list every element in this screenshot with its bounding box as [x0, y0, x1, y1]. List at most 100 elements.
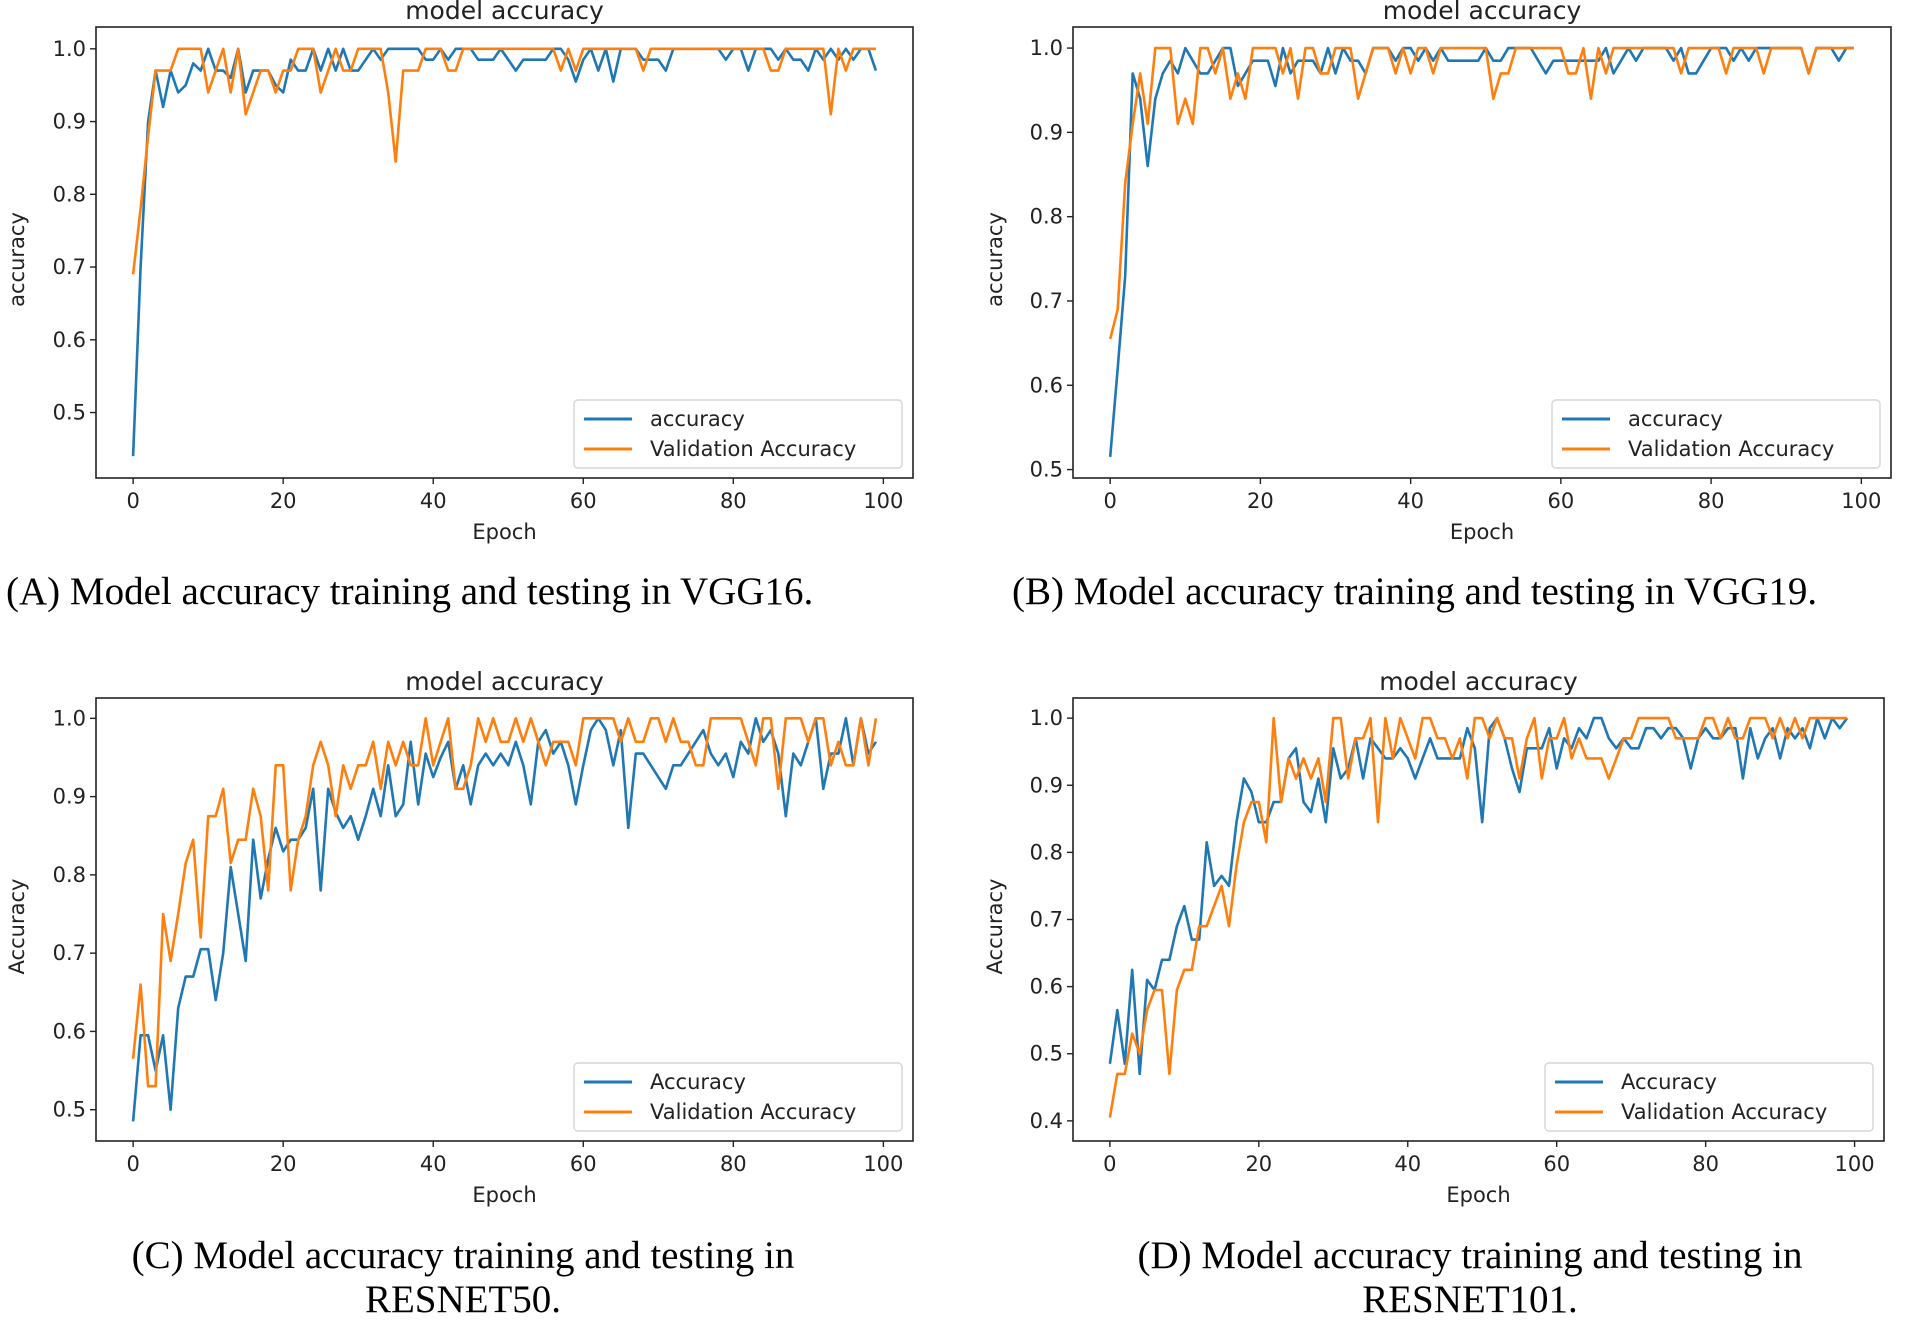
y-tick-label: 0.6 [53, 1019, 86, 1043]
series-line-train [131, 716, 877, 1122]
x-axis-label: Epoch [1446, 1183, 1510, 1207]
legend: Accuracy Validation Accuracy [573, 1062, 903, 1132]
legend-box [573, 399, 903, 469]
chart-0: model accuracy 0 20 40 60 80 100 0.5 0.6 0.7 0.8 0.… [5, 0, 914, 544]
x-tick-label: 20 [270, 1152, 297, 1176]
x-tick-label: 100 [863, 1152, 903, 1176]
y-tick-label: 1.0 [1030, 36, 1063, 60]
y-tick-label: 0.7 [53, 941, 86, 965]
caption-d-line1: (D) Model accuracy training and testing … [1137, 1234, 1803, 1277]
y-tick-label: 0.6 [1030, 975, 1063, 999]
x-axis-label: Epoch [1450, 520, 1514, 544]
caption-a: (A) Model accuracy training and testing … [6, 570, 814, 613]
caption-b: (B) Model accuracy training and testing … [1012, 570, 1818, 613]
series-line-validation [131, 716, 878, 1088]
y-tick-label: 0.7 [1030, 289, 1063, 313]
x-tick-label: 20 [270, 489, 297, 513]
plot-frame [95, 26, 914, 479]
y-axis-label: Accuracy [5, 879, 29, 975]
chart-title: model accuracy [1379, 667, 1578, 696]
series-line-validation [131, 47, 876, 275]
legend-box [1551, 399, 1881, 469]
x-tick-label: 80 [720, 489, 747, 513]
legend-label: accuracy [650, 407, 745, 431]
y-tick-label: 0.9 [1030, 773, 1063, 797]
y-axis-label: Accuracy [983, 879, 1007, 975]
y-tick-label: 0.7 [53, 255, 86, 279]
x-tick-label: 80 [1698, 489, 1725, 513]
legend-label: Accuracy [1621, 1070, 1717, 1094]
y-tick-label: 1.0 [53, 706, 86, 730]
legend-label: Validation Accuracy [650, 1100, 856, 1124]
x-tick-label: 20 [1245, 1152, 1272, 1176]
legend: Accuracy Validation Accuracy [1544, 1062, 1874, 1132]
y-tick-label: 1.0 [1030, 706, 1063, 730]
series-line-train [1108, 46, 1854, 458]
plot-frame [1072, 26, 1892, 479]
x-tick-label: 60 [570, 1152, 597, 1176]
x-axis-label: Epoch [472, 1183, 536, 1207]
caption-c-line2: RESNET50. [364, 1278, 562, 1321]
x-tick-label: 60 [1548, 489, 1575, 513]
caption-c: (C) Model accuracy training and testing … [132, 1234, 795, 1322]
y-tick-label: 0.5 [1030, 458, 1063, 482]
x-tick-label: 100 [1835, 1152, 1875, 1176]
legend-label: Validation Accuracy [650, 437, 856, 461]
plot-frame [95, 697, 914, 1142]
y-tick-label: 0.8 [53, 863, 86, 887]
legend-label: Validation Accuracy [1621, 1100, 1827, 1124]
caption-d-line2: RESNET101. [1362, 1278, 1578, 1321]
y-tick-label: 0.6 [1030, 373, 1063, 397]
series-line-train [131, 47, 878, 457]
y-axis-label: accuracy [5, 212, 29, 307]
x-tick-label: 0 [1103, 1152, 1116, 1176]
legend: accuracy Validation Accuracy [1551, 399, 1881, 469]
x-tick-label: 40 [1394, 1152, 1421, 1176]
caption-c-line1: (C) Model accuracy training and testing … [131, 1234, 795, 1277]
x-tick-label: 0 [126, 489, 139, 513]
x-tick-label: 0 [126, 1152, 139, 1176]
series-line-validation [1108, 716, 1848, 1118]
y-tick-label: 0.5 [53, 1098, 86, 1122]
y-tick-label: 0.4 [1030, 1109, 1063, 1133]
y-tick-label: 0.8 [1030, 205, 1063, 229]
chart-3: model accuracy 0 20 40 60 80 100 0.4 0.5 0.6 0.7 0.… [983, 667, 1885, 1207]
series-line-validation [1108, 46, 1854, 340]
chart-1: model accuracy 0 20 40 60 80 100 0.5 0.6 0.7 0.8 0.… [983, 0, 1892, 544]
y-tick-label: 0.9 [53, 785, 86, 809]
y-tick-label: 0.5 [53, 401, 86, 425]
y-tick-label: 0.9 [53, 110, 86, 134]
chart-title: model accuracy [405, 667, 604, 696]
chart-2: model accuracy 0 20 40 60 80 100 0.5 0.6 0.7 0.8 0.… [5, 667, 914, 1207]
series-line-train [1108, 716, 1849, 1076]
legend-label: accuracy [1628, 407, 1723, 431]
x-tick-label: 100 [1841, 489, 1881, 513]
y-tick-label: 0.7 [1030, 908, 1063, 932]
y-tick-label: 1.0 [53, 37, 86, 61]
x-axis-label: Epoch [472, 520, 536, 544]
x-tick-label: 80 [720, 1152, 747, 1176]
legend-label: Validation Accuracy [1628, 437, 1834, 461]
x-tick-label: 100 [863, 489, 903, 513]
y-tick-label: 0.5 [1030, 1042, 1063, 1066]
chart-title: model accuracy [405, 0, 604, 25]
x-tick-label: 40 [420, 489, 447, 513]
legend-label: Accuracy [650, 1070, 746, 1094]
x-tick-label: 40 [1397, 489, 1424, 513]
y-tick-label: 0.6 [53, 328, 86, 352]
chart-title: model accuracy [1383, 0, 1582, 25]
y-tick-label: 0.9 [1030, 120, 1063, 144]
y-tick-label: 0.8 [1030, 840, 1063, 864]
x-tick-label: 60 [1543, 1152, 1570, 1176]
legend-box [573, 1062, 903, 1132]
x-tick-label: 40 [420, 1152, 447, 1176]
legend: accuracy Validation Accuracy [573, 399, 903, 469]
x-tick-label: 0 [1103, 489, 1116, 513]
x-tick-label: 80 [1692, 1152, 1719, 1176]
legend-box [1544, 1062, 1874, 1132]
caption-d: (D) Model accuracy training and testing … [1138, 1234, 1803, 1322]
x-tick-label: 60 [570, 489, 597, 513]
x-tick-label: 20 [1247, 489, 1274, 513]
y-tick-label: 0.8 [53, 182, 86, 206]
